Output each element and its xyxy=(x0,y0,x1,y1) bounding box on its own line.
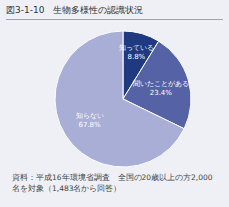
svg-text:聞いたことがある23.4%: 聞いたことがある23.4% xyxy=(133,80,189,97)
svg-text:知っている8.8%: 知っている8.8% xyxy=(119,44,154,61)
svg-text:知らない67.8%: 知らない67.8% xyxy=(76,112,104,129)
html-text:図3-1-10 生物多様性の認識状況: 図3-1-10 生物多様性の認識状況 xyxy=(6,5,144,15)
html-text:資料：平成16年環境省調査 全国の20歳以上の方2,000名: 資料：平成16年環境省調査 全国の20歳以上の方2,000名を対象（1,483名… xyxy=(12,173,213,193)
